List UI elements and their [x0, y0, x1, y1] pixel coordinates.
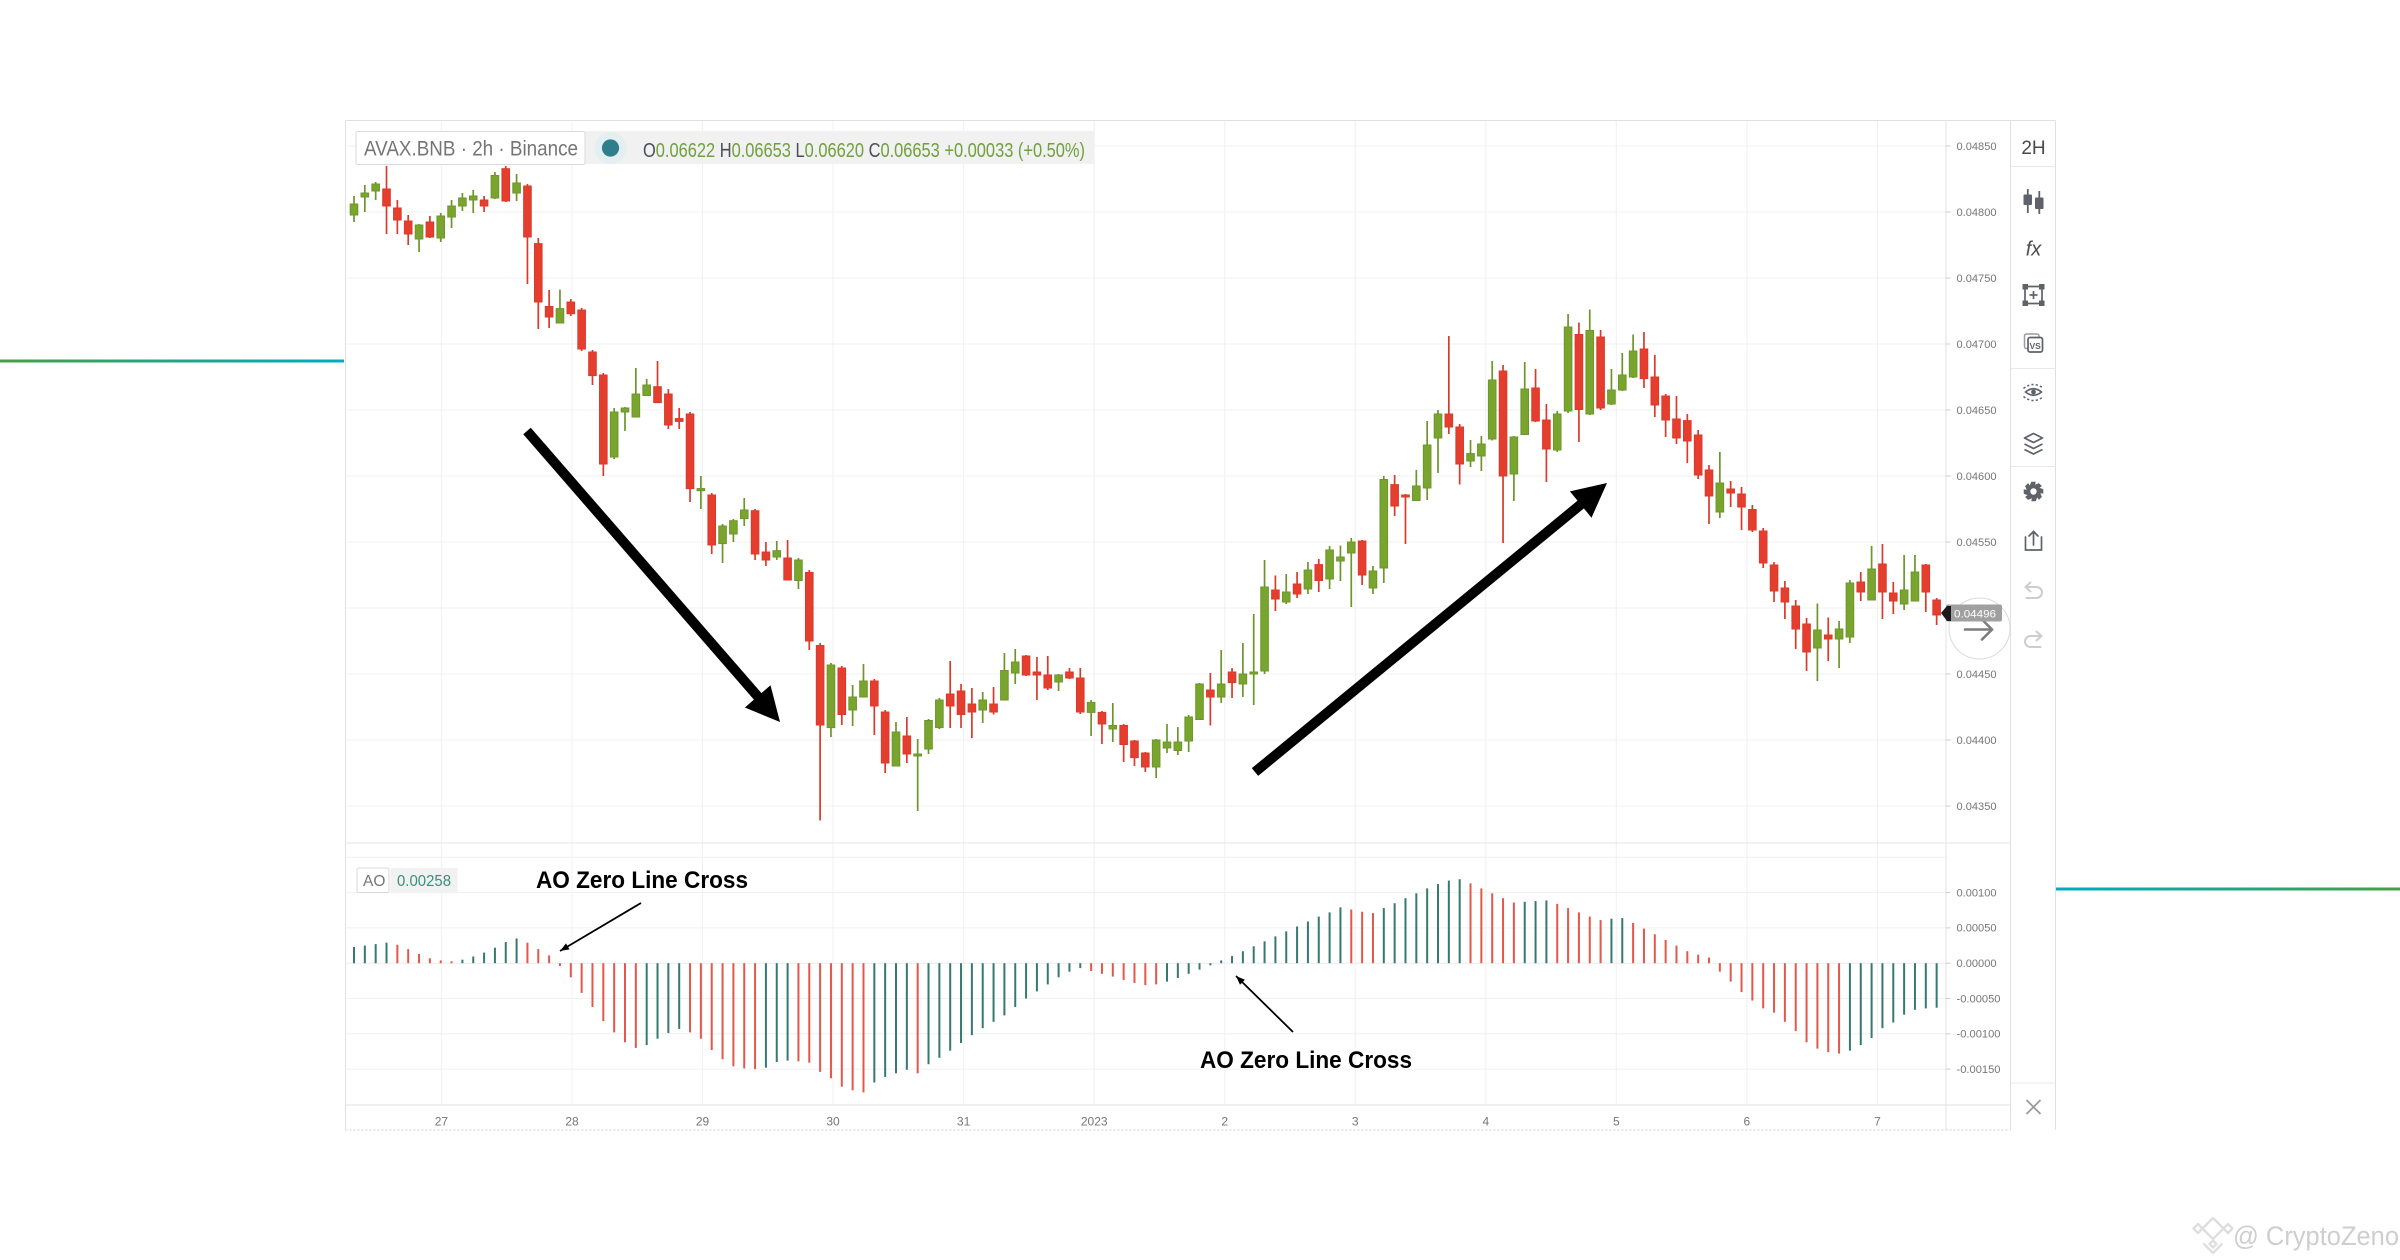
- svg-text:0.00050: 0.00050: [1957, 923, 1997, 935]
- svg-text:O0.06622 H0.06653 L0.06620 C0.: O0.06622 H0.06653 L0.06620 C0.06653 +0.0…: [643, 140, 1085, 162]
- svg-text:28: 28: [565, 1115, 579, 1129]
- svg-text:4: 4: [1482, 1115, 1489, 1129]
- svg-text:2H: 2H: [2021, 138, 2045, 159]
- svg-text:7: 7: [1874, 1115, 1881, 1129]
- svg-text:6: 6: [1744, 1115, 1751, 1129]
- svg-text:0.04850: 0.04850: [1957, 141, 1997, 153]
- svg-text:AO: AO: [363, 873, 385, 890]
- svg-text:0.04400: 0.04400: [1957, 735, 1997, 747]
- svg-text:0.00258: 0.00258: [397, 873, 451, 890]
- svg-text:0.04550: 0.04550: [1957, 537, 1997, 549]
- svg-text:5: 5: [1613, 1115, 1620, 1129]
- svg-text:0.04750: 0.04750: [1957, 273, 1997, 285]
- svg-text:0.04800: 0.04800: [1957, 207, 1997, 219]
- svg-text:0.00000: 0.00000: [1957, 958, 1997, 970]
- svg-text:0.04450: 0.04450: [1957, 669, 1997, 681]
- svg-text:3: 3: [1352, 1115, 1359, 1129]
- svg-text:@ CryptoZeno: @ CryptoZeno: [2233, 1221, 2399, 1251]
- svg-text:0.04700: 0.04700: [1957, 339, 1997, 351]
- svg-text:27: 27: [435, 1115, 449, 1129]
- svg-text:AVAX.BNB · 2h · Binance: AVAX.BNB · 2h · Binance: [364, 138, 578, 161]
- svg-text:-0.00100: -0.00100: [1957, 1029, 2001, 1041]
- svg-text:0.04600: 0.04600: [1957, 471, 1997, 483]
- svg-text:-0.00150: -0.00150: [1957, 1064, 2001, 1076]
- svg-text:0.04650: 0.04650: [1957, 405, 1997, 417]
- svg-text:AO Zero Line Cross: AO Zero Line Cross: [536, 867, 748, 894]
- svg-text:2023: 2023: [1081, 1115, 1108, 1129]
- svg-text:0.00100: 0.00100: [1957, 887, 1997, 899]
- svg-text:-0.00050: -0.00050: [1957, 993, 2001, 1005]
- svg-text:fx: fx: [2026, 239, 2043, 261]
- svg-text:VS: VS: [2030, 341, 2042, 351]
- svg-text:29: 29: [696, 1115, 710, 1129]
- svg-text:30: 30: [826, 1115, 840, 1129]
- svg-text:AO Zero Line Cross: AO Zero Line Cross: [1200, 1047, 1412, 1074]
- svg-text:31: 31: [957, 1115, 971, 1129]
- svg-text:2: 2: [1221, 1115, 1228, 1129]
- svg-text:0.04496: 0.04496: [1954, 609, 1996, 621]
- svg-text:0.04350: 0.04350: [1957, 801, 1997, 813]
